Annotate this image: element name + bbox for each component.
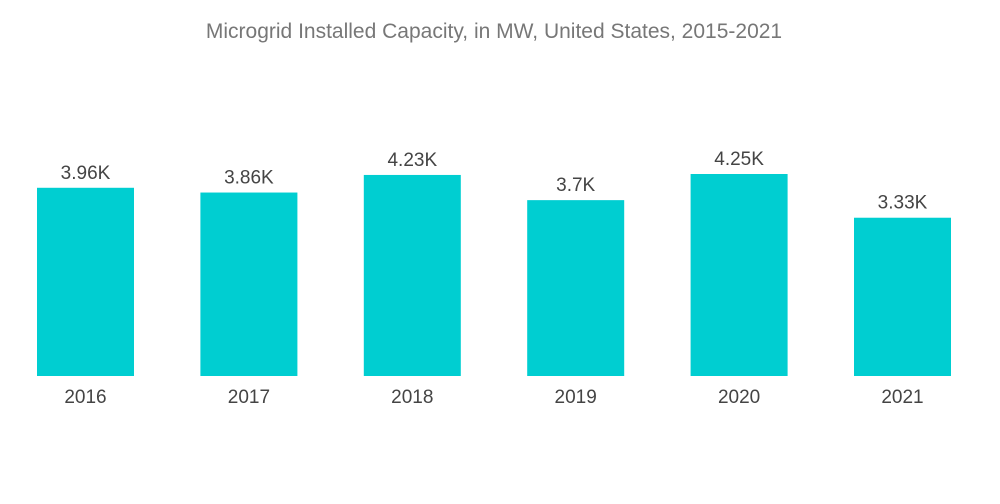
data-label: 3.96K — [61, 163, 111, 184]
x-tick-label: 2021 — [881, 387, 923, 408]
bar-2019 — [527, 200, 625, 376]
bar-2017 — [200, 192, 298, 376]
data-label: 4.25K — [714, 149, 764, 170]
data-label: 3.86K — [224, 168, 274, 189]
x-tick-label: 2017 — [228, 387, 270, 408]
x-tick-label: 2016 — [64, 387, 106, 408]
chart-title: Microgrid Installed Capacity, in MW, Uni… — [206, 20, 782, 43]
bar-2021 — [854, 217, 951, 376]
x-tick-label: 2019 — [555, 387, 597, 408]
data-label: 3.7K — [556, 175, 595, 196]
bar-2018 — [363, 174, 461, 376]
x-tick-label: 2018 — [391, 387, 433, 408]
x-tick-label: 2020 — [718, 387, 760, 408]
bar-2016 — [37, 187, 134, 376]
data-label: 4.23K — [387, 150, 437, 171]
bar-2020 — [690, 174, 788, 376]
data-label: 3.33K — [878, 193, 928, 214]
